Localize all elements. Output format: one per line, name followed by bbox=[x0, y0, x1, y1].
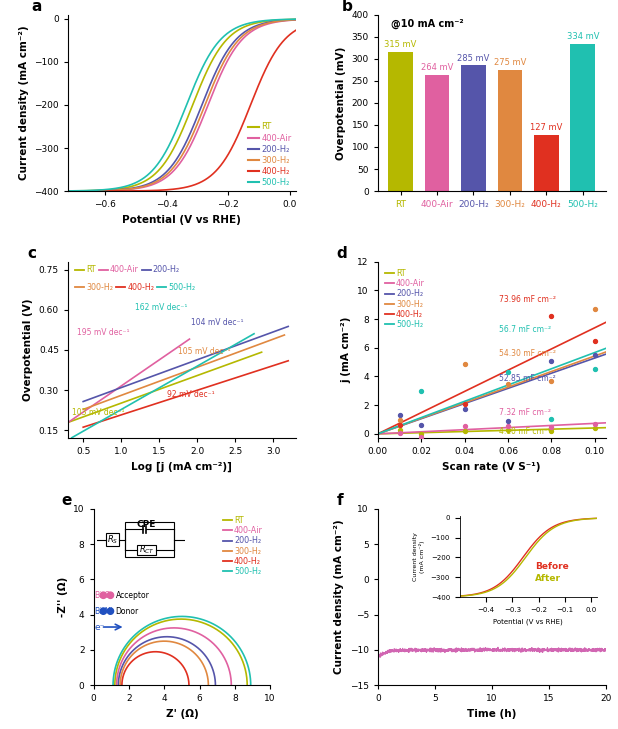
Bar bbox=[534, 135, 559, 191]
Text: BiₓNi: BiₓNi bbox=[95, 607, 113, 615]
Text: c: c bbox=[27, 246, 36, 261]
X-axis label: Z' (Ω): Z' (Ω) bbox=[166, 709, 198, 719]
Legend: RT, 400-Air, 200-H₂, 300-H₂, 400-H₂, 500-H₂: RT, 400-Air, 200-H₂, 300-H₂, 400-H₂, 500… bbox=[382, 265, 428, 332]
Circle shape bbox=[100, 592, 106, 599]
Legend: RT, 400-Air, 200-H₂, 300-H₂, 400-H₂, 500-H₂: RT, 400-Air, 200-H₂, 300-H₂, 400-H₂, 500… bbox=[220, 512, 266, 580]
X-axis label: Scan rate (V S⁻¹): Scan rate (V S⁻¹) bbox=[442, 461, 541, 472]
Point bbox=[590, 335, 599, 347]
Point bbox=[590, 418, 599, 429]
Bar bbox=[570, 44, 595, 191]
Point bbox=[460, 358, 470, 370]
Text: 162 mV dec⁻¹: 162 mV dec⁻¹ bbox=[135, 303, 187, 312]
Text: Donor: Donor bbox=[116, 607, 139, 615]
Text: e⁻: e⁻ bbox=[95, 623, 105, 631]
Point bbox=[417, 418, 426, 430]
Text: f: f bbox=[337, 494, 344, 508]
Point bbox=[546, 375, 556, 386]
Y-axis label: Current density (mA cm⁻²): Current density (mA cm⁻²) bbox=[19, 26, 28, 180]
Point bbox=[394, 419, 404, 431]
Text: 103 mV dec⁻¹: 103 mV dec⁻¹ bbox=[72, 408, 124, 418]
Text: 105 mV dec⁻¹: 105 mV dec⁻¹ bbox=[178, 347, 231, 356]
Point bbox=[546, 425, 556, 437]
Text: @10 mA cm⁻²: @10 mA cm⁻² bbox=[391, 19, 464, 29]
Text: Bi₂O₃: Bi₂O₃ bbox=[95, 590, 114, 600]
Bar bbox=[461, 66, 486, 191]
Point bbox=[417, 448, 426, 460]
Bar bbox=[388, 52, 413, 191]
Point bbox=[460, 399, 470, 410]
Y-axis label: Overpotential (V): Overpotential (V) bbox=[23, 299, 33, 401]
Point bbox=[546, 421, 556, 433]
Point bbox=[503, 366, 513, 378]
Point bbox=[394, 427, 404, 439]
Point bbox=[394, 414, 404, 426]
Point bbox=[503, 424, 513, 435]
Y-axis label: -Z'' (Ω): -Z'' (Ω) bbox=[57, 577, 67, 617]
Text: a: a bbox=[32, 0, 42, 14]
Point bbox=[590, 303, 599, 314]
Point bbox=[503, 420, 513, 432]
Point bbox=[460, 421, 470, 432]
Legend: 300-H₂, 400-H₂, 500-H₂: 300-H₂, 400-H₂, 500-H₂ bbox=[72, 280, 198, 295]
Circle shape bbox=[100, 608, 106, 615]
Text: 92 mV dec⁻¹: 92 mV dec⁻¹ bbox=[167, 390, 214, 399]
X-axis label: Potential (V vs RHE): Potential (V vs RHE) bbox=[122, 214, 241, 225]
Text: 285 mV: 285 mV bbox=[457, 54, 489, 63]
Text: 73.96 mF cm⁻²: 73.96 mF cm⁻² bbox=[499, 295, 556, 304]
Point bbox=[460, 436, 470, 448]
Point bbox=[394, 424, 404, 436]
Text: 56.7 mF cm⁻²: 56.7 mF cm⁻² bbox=[499, 325, 551, 334]
Text: 195 mV dec⁻¹: 195 mV dec⁻¹ bbox=[77, 328, 130, 338]
Circle shape bbox=[108, 592, 114, 599]
Point bbox=[503, 378, 513, 389]
Point bbox=[394, 438, 404, 450]
Text: 54.30 mF cm⁻²: 54.30 mF cm⁻² bbox=[499, 349, 556, 359]
Text: 264 mV: 264 mV bbox=[421, 63, 453, 72]
X-axis label: Time (h): Time (h) bbox=[467, 709, 517, 719]
Text: e: e bbox=[62, 494, 72, 508]
Text: 315 mV: 315 mV bbox=[384, 40, 417, 50]
Bar bbox=[497, 70, 522, 191]
Point bbox=[460, 426, 470, 437]
Point bbox=[590, 349, 599, 361]
Point bbox=[590, 363, 599, 375]
Point bbox=[590, 422, 599, 434]
Point bbox=[503, 437, 513, 449]
Bar bbox=[425, 74, 449, 191]
Point bbox=[417, 432, 426, 443]
Y-axis label: Overpotential (mV): Overpotential (mV) bbox=[336, 46, 346, 160]
Circle shape bbox=[108, 608, 114, 615]
Point bbox=[417, 453, 426, 464]
Text: 52.85 mF cm⁻²: 52.85 mF cm⁻² bbox=[499, 374, 556, 383]
Text: 4.10 mF cm⁻²: 4.10 mF cm⁻² bbox=[499, 427, 551, 436]
Point bbox=[503, 416, 513, 427]
Point bbox=[460, 403, 470, 415]
Point bbox=[546, 355, 556, 367]
Text: 275 mV: 275 mV bbox=[494, 58, 526, 67]
Y-axis label: j (mA cm⁻²): j (mA cm⁻²) bbox=[342, 316, 352, 383]
Legend: RT, 400-Air, 200-H₂, 300-H₂, 400-H₂, 500-H₂: RT, 400-Air, 200-H₂, 300-H₂, 400-H₂, 500… bbox=[248, 122, 292, 187]
Text: 334 mV: 334 mV bbox=[567, 32, 599, 41]
Point bbox=[417, 428, 426, 440]
Point bbox=[546, 310, 556, 321]
Text: 104 mV dec⁻¹: 104 mV dec⁻¹ bbox=[191, 318, 243, 327]
Point bbox=[417, 386, 426, 397]
Text: d: d bbox=[337, 246, 347, 261]
X-axis label: Log [j (mA cm⁻²)]: Log [j (mA cm⁻²)] bbox=[132, 461, 232, 472]
Text: 127 mV: 127 mV bbox=[530, 123, 562, 133]
Text: Acceptor: Acceptor bbox=[116, 590, 150, 600]
Text: b: b bbox=[341, 0, 352, 14]
Text: 7.32 mF cm⁻²: 7.32 mF cm⁻² bbox=[499, 408, 551, 417]
Point bbox=[546, 413, 556, 425]
Point bbox=[394, 409, 404, 421]
Y-axis label: Current density (mA cm⁻²): Current density (mA cm⁻²) bbox=[334, 520, 344, 674]
